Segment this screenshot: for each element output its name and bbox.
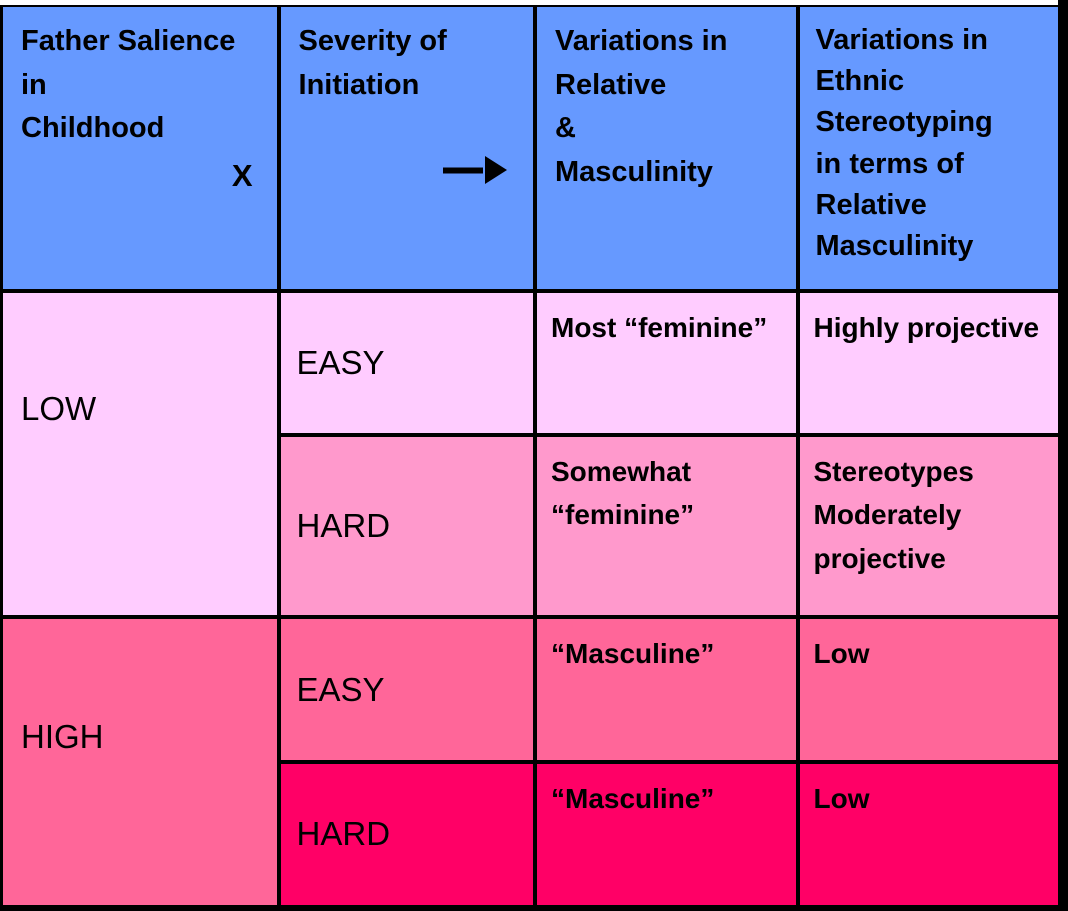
header-cell-father-salience: Father Salience in Childhood X <box>3 7 277 289</box>
salience-cell-low: LOW <box>3 292 277 616</box>
severity-label: HARD <box>296 507 391 545</box>
severity-cell-high-hard: HARD <box>280 763 533 905</box>
header-title-father-salience: Father Salience in Childhood <box>21 25 236 144</box>
stereotyping-cell-low-easy: Highly projective <box>799 292 1058 433</box>
salience-label-high: HIGH <box>21 718 104 756</box>
header-title-stereotyping: Variations in Ethnic Stereotyping in ter… <box>815 24 993 262</box>
table-grid: Father Salience in Childhood X Severity … <box>3 7 1058 905</box>
header-cell-severity: Severity of Initiation <box>280 7 533 289</box>
salience-cell-high: HIGH <box>3 619 277 905</box>
masculinity-cell-low-easy: Most “feminine” <box>537 292 796 433</box>
header-cell-stereotyping: Variations in Ethnic Stereotyping in ter… <box>799 7 1058 289</box>
stereotyping-cell-high-easy: Low <box>799 619 1058 760</box>
salience-label-low: LOW <box>21 389 97 427</box>
right-arrow-icon <box>443 156 507 184</box>
severity-label: EASY <box>296 670 385 708</box>
matrix-table: Father Salience in Childhood X Severity … <box>0 5 1068 911</box>
multiply-symbol: X <box>231 158 253 193</box>
header-cell-masculinity: Variations in Relative & Masculinity <box>537 7 796 289</box>
stereotyping-cell-low-hard: Stereotypes Moderately projective <box>799 436 1058 616</box>
masculinity-cell-low-hard: Somewhat “feminine” <box>537 436 796 616</box>
severity-cell-low-easy: EASY <box>280 292 533 433</box>
severity-cell-high-easy: EASY <box>280 619 533 760</box>
frame-corner <box>1058 0 1068 6</box>
header-title-masculinity: Variations in Relative & Masculinity <box>555 25 728 188</box>
severity-cell-low-hard: HARD <box>280 436 533 616</box>
stereotyping-cell-high-hard: Low <box>799 763 1058 905</box>
severity-label: EASY <box>296 343 385 381</box>
severity-label: HARD <box>296 815 391 853</box>
masculinity-cell-high-easy: “Masculine” <box>537 619 796 760</box>
header-title-severity: Severity of Initiation <box>298 25 447 101</box>
masculinity-cell-high-hard: “Masculine” <box>537 763 796 905</box>
